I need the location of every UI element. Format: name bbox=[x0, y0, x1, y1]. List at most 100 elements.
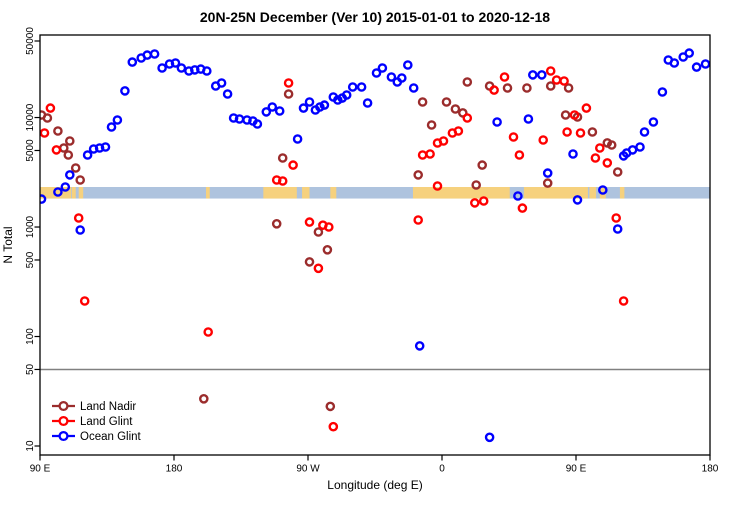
data-point bbox=[371, 68, 382, 78]
data-point bbox=[417, 150, 428, 160]
data-point bbox=[325, 401, 336, 412]
y-axis-label: N Total bbox=[1, 226, 15, 263]
data-point bbox=[560, 110, 571, 120]
map-strip bbox=[40, 187, 710, 199]
data-point bbox=[590, 153, 601, 163]
data-point bbox=[271, 218, 282, 229]
data-point bbox=[63, 150, 74, 160]
data-point bbox=[462, 113, 473, 123]
x-tick-label: 0 bbox=[439, 464, 445, 475]
data-point bbox=[478, 196, 489, 206]
data-point bbox=[581, 103, 592, 113]
data-point bbox=[684, 48, 695, 58]
x-tick-label: 90 E bbox=[30, 464, 51, 475]
data-point bbox=[523, 114, 534, 124]
data-point bbox=[502, 83, 513, 93]
data-point bbox=[648, 117, 659, 127]
axes: 90 E 180 90 W 0 90 E 180 50000 10000 5000 1000 500… bbox=[25, 27, 719, 475]
data-point bbox=[618, 296, 629, 306]
data-point bbox=[635, 142, 645, 152]
data-point bbox=[341, 90, 352, 100]
data-point bbox=[274, 106, 285, 116]
map-strip-land-segment bbox=[412, 187, 510, 199]
data-point bbox=[528, 70, 538, 80]
data-point bbox=[157, 63, 167, 73]
x-tick-label: 90 W bbox=[296, 464, 320, 475]
data-point bbox=[513, 191, 523, 201]
x-tick-label: 180 bbox=[166, 464, 183, 475]
data-point bbox=[170, 58, 181, 68]
data-point bbox=[283, 78, 294, 88]
data-point bbox=[40, 194, 47, 204]
data-point bbox=[234, 114, 245, 124]
data-point bbox=[386, 72, 397, 82]
data-point bbox=[499, 72, 510, 82]
data-point bbox=[261, 107, 272, 117]
data-point bbox=[612, 167, 623, 177]
data-point bbox=[45, 103, 56, 113]
data-point bbox=[568, 149, 578, 159]
data-point bbox=[304, 257, 315, 267]
legend: Land Nadir Land Glint Ocean Glint bbox=[52, 400, 142, 443]
legend-marker-circle bbox=[58, 415, 69, 427]
data-point bbox=[75, 175, 85, 185]
data-point bbox=[51, 145, 62, 155]
map-strip-land-segment bbox=[302, 187, 310, 199]
map-strip-land-segment bbox=[589, 187, 597, 199]
data-point bbox=[414, 341, 425, 351]
data-point bbox=[492, 117, 502, 127]
data-point bbox=[432, 181, 443, 191]
data-point bbox=[453, 126, 464, 136]
data-point bbox=[277, 153, 288, 163]
data-point bbox=[417, 97, 428, 107]
data-point bbox=[347, 82, 358, 92]
data-point bbox=[477, 160, 488, 170]
y-tick-label: 5000 bbox=[25, 139, 36, 162]
data-point bbox=[700, 59, 710, 69]
data-point bbox=[304, 217, 315, 227]
data-point bbox=[669, 58, 680, 68]
data-point bbox=[450, 104, 461, 114]
map-strip-land-segment bbox=[206, 187, 210, 199]
data-point bbox=[542, 178, 553, 188]
plot-border bbox=[39, 34, 711, 456]
legend-marker-circle bbox=[58, 430, 69, 442]
data-point bbox=[408, 83, 419, 93]
data-point bbox=[65, 170, 75, 180]
data-point bbox=[508, 132, 519, 142]
y-tick-label: 50000 bbox=[25, 27, 36, 55]
data-point bbox=[489, 85, 499, 95]
legend-marker-circle bbox=[58, 400, 69, 412]
map-strip-land-segment bbox=[330, 187, 337, 199]
data-point bbox=[222, 89, 233, 99]
data-point bbox=[53, 126, 63, 136]
x-tick-label: 180 bbox=[702, 464, 719, 475]
data-point bbox=[402, 60, 413, 70]
y-tick-label: 50 bbox=[25, 363, 36, 375]
series-land-glint bbox=[40, 66, 629, 432]
data-point bbox=[572, 195, 583, 205]
y-tick-label: 10 bbox=[25, 440, 36, 452]
data-point bbox=[438, 136, 449, 146]
y-tick-label: 10000 bbox=[25, 103, 36, 131]
data-point bbox=[106, 122, 117, 132]
data-point bbox=[313, 263, 324, 274]
data-point bbox=[203, 327, 213, 337]
data-point bbox=[40, 128, 50, 138]
data-point bbox=[201, 66, 212, 76]
data-point bbox=[59, 143, 69, 153]
legend-label: Land Nadir bbox=[80, 401, 136, 413]
data-point bbox=[595, 143, 605, 153]
chart-title: 20N-25N December (Ver 10) 2015-01-01 to … bbox=[200, 9, 550, 25]
data-point bbox=[377, 63, 388, 73]
data-point bbox=[627, 145, 638, 155]
data-point bbox=[267, 102, 278, 112]
series-ocean-glint bbox=[40, 48, 710, 443]
legend-label: Land Glint bbox=[80, 416, 133, 428]
data-point bbox=[426, 120, 437, 130]
data-point bbox=[545, 66, 556, 76]
data-point bbox=[42, 113, 53, 123]
data-point bbox=[563, 83, 574, 93]
legend-item: Ocean Glint bbox=[52, 430, 142, 443]
data-point bbox=[60, 182, 71, 192]
